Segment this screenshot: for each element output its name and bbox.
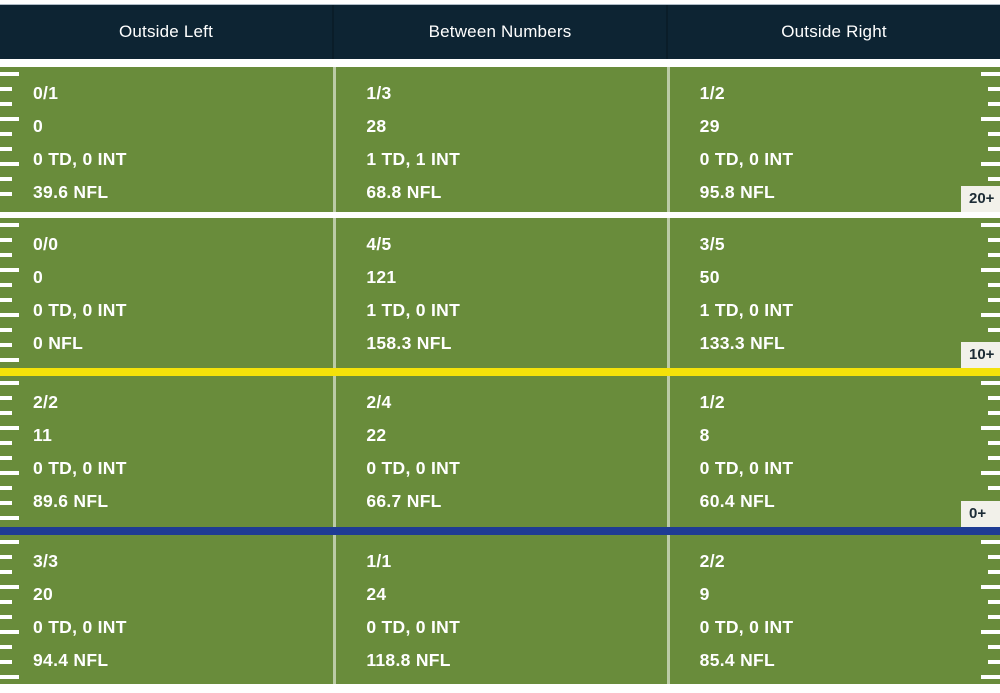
zone-cell-10plus-outside-left[interactable]: 0/0 0 0 TD, 0 INT 0 NFL	[0, 218, 333, 368]
passer-rating: 68.8 NFL	[366, 182, 442, 202]
yards: 29	[699, 116, 720, 136]
passer-rating: 118.8 NFL	[366, 650, 451, 670]
completions-attempts: 2/2	[699, 551, 725, 571]
zone-divider	[0, 212, 1000, 218]
completions-attempts: 2/2	[33, 392, 59, 412]
depth-zone-label-10plus: 10+	[961, 342, 1000, 368]
completions-attempts: 1/1	[366, 551, 392, 571]
td-int: 1 TD, 0 INT	[366, 300, 461, 320]
yards: 0	[33, 116, 44, 136]
zone-row-10plus: 0/0 0 0 TD, 0 INT 0 NFL 4/5 121 1 TD, 0 …	[0, 218, 1000, 368]
completions-attempts: 4/5	[366, 234, 392, 254]
passer-rating: 0 NFL	[33, 333, 84, 353]
depth-zone-label-20plus: 20+	[961, 186, 1000, 212]
zone-row-20plus: 0/1 0 0 TD, 0 INT 39.6 NFL 1/3 28 1 TD, …	[0, 67, 1000, 212]
td-int: 0 TD, 0 INT	[33, 300, 127, 320]
passer-rating: 60.4 NFL	[699, 491, 775, 511]
td-int: 1 TD, 1 INT	[366, 149, 461, 169]
first-down-line	[0, 368, 1000, 376]
td-int: 0 TD, 0 INT	[699, 149, 794, 169]
td-int: 0 TD, 0 INT	[699, 617, 794, 637]
line-of-scrimmage	[0, 527, 1000, 535]
completions-attempts: 3/5	[699, 234, 725, 254]
passing-zone-field-chart: Outside Left Between Numbers Outside Rig…	[0, 4, 1000, 693]
yards: 11	[33, 425, 53, 445]
td-int: 0 TD, 0 INT	[366, 458, 461, 478]
column-header-outside-left: Outside Left	[118, 22, 214, 41]
yards: 9	[699, 584, 710, 604]
zone-row-behind-los: 3/3 20 0 TD, 0 INT 94.4 NFL 1/1 24 0 TD,…	[0, 535, 1000, 684]
yards: 121	[366, 267, 397, 287]
completions-attempts: 0/1	[33, 83, 59, 103]
yards: 22	[366, 425, 387, 445]
yards: 20	[33, 584, 54, 604]
td-int: 0 TD, 0 INT	[699, 458, 794, 478]
zone-cell-20plus-outside-left[interactable]: 0/1 0 0 TD, 0 INT 39.6 NFL	[0, 67, 333, 212]
td-int: 0 TD, 0 INT	[33, 149, 127, 169]
completions-attempts: 1/2	[699, 392, 725, 412]
passer-rating: 158.3 NFL	[366, 333, 452, 353]
passer-rating: 95.8 NFL	[699, 182, 775, 202]
column-header-outside-right: Outside Right	[666, 5, 1000, 59]
zone-cell-0plus-outside-left[interactable]: 2/2 11 0 TD, 0 INT 89.6 NFL	[0, 376, 333, 527]
zone-cell-20plus-between-numbers[interactable]: 1/3 28 1 TD, 1 INT 68.8 NFL	[333, 67, 666, 212]
column-header-bar: Outside Left Between Numbers Outside Rig…	[0, 4, 1000, 59]
zone-cell-0plus-between-numbers[interactable]: 2/4 22 0 TD, 0 INT 66.7 NFL	[333, 376, 666, 527]
completions-attempts: 1/2	[699, 83, 725, 103]
completions-attempts: 0/0	[33, 234, 59, 254]
zone-cell-behind-outside-left[interactable]: 3/3 20 0 TD, 0 INT 94.4 NFL	[0, 535, 333, 684]
td-int: 0 TD, 0 INT	[33, 617, 127, 637]
zone-cell-20plus-outside-right[interactable]: 1/2 29 0 TD, 0 INT 95.8 NFL	[666, 67, 1000, 212]
zone-cell-behind-between-numbers[interactable]: 1/1 24 0 TD, 0 INT 118.8 NFL	[333, 535, 666, 684]
zone-row-0plus: 2/2 11 0 TD, 0 INT 89.6 NFL 2/4 22 0 TD,…	[0, 376, 1000, 527]
passer-rating: 94.4 NFL	[33, 650, 109, 670]
passer-rating: 39.6 NFL	[33, 182, 109, 202]
yards: 50	[699, 267, 720, 287]
completions-attempts: 2/4	[366, 392, 392, 412]
yards: 24	[366, 584, 387, 604]
td-int: 1 TD, 0 INT	[699, 300, 794, 320]
depth-zone-label-0plus: 0+	[961, 501, 1000, 527]
yards: 0	[33, 267, 44, 287]
td-int: 0 TD, 0 INT	[366, 617, 461, 637]
zone-cell-10plus-outside-right[interactable]: 3/5 50 1 TD, 0 INT 133.3 NFL	[666, 218, 1000, 368]
zone-cell-10plus-between-numbers[interactable]: 4/5 121 1 TD, 0 INT 158.3 NFL	[333, 218, 666, 368]
completions-attempts: 3/3	[33, 551, 59, 571]
passer-rating: 89.6 NFL	[33, 491, 109, 511]
td-int: 0 TD, 0 INT	[33, 458, 127, 478]
passer-rating: 133.3 NFL	[699, 333, 786, 353]
completions-attempts: 1/3	[366, 83, 392, 103]
column-header-between-numbers: Between Numbers	[332, 5, 666, 59]
zone-cell-behind-outside-right[interactable]: 2/2 9 0 TD, 0 INT 85.4 NFL	[666, 535, 1000, 684]
yards: 8	[699, 425, 710, 445]
yards: 28	[366, 116, 387, 136]
passer-rating: 66.7 NFL	[366, 491, 442, 511]
passer-rating: 85.4 NFL	[699, 650, 775, 670]
zone-cell-0plus-outside-right[interactable]: 1/2 8 0 TD, 0 INT 60.4 NFL	[666, 376, 1000, 527]
